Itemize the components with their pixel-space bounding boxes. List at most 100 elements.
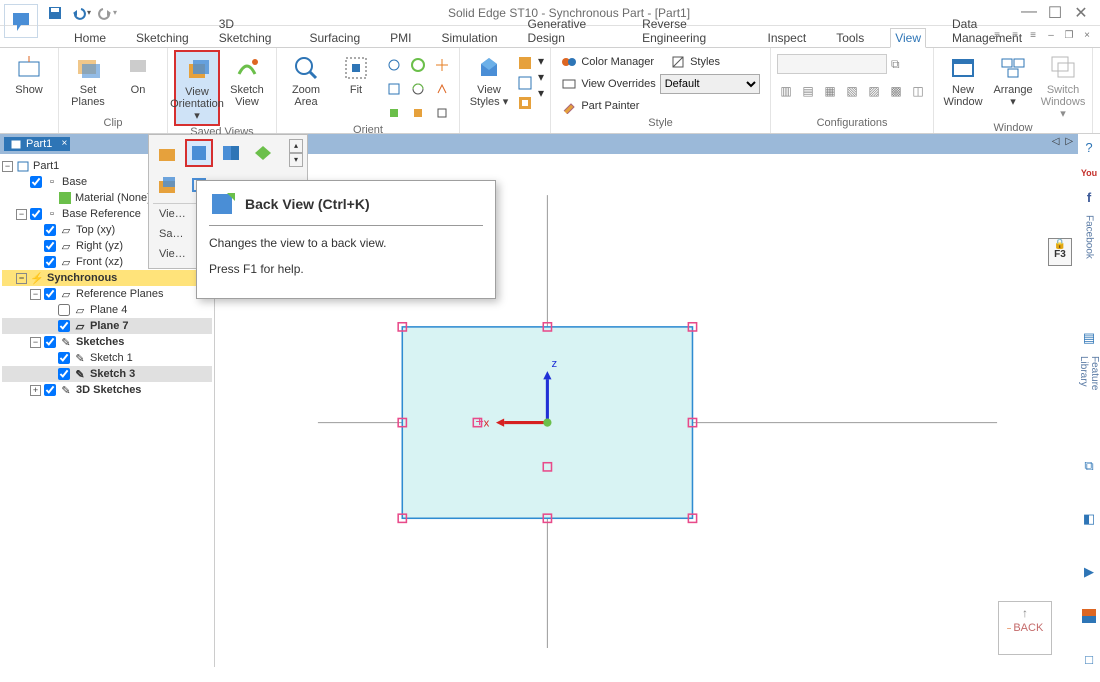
orient-icon[interactable] (431, 54, 453, 76)
tab-reverse[interactable]: Reverse Engineering (638, 15, 741, 47)
expand-icon[interactable]: − (16, 209, 27, 220)
cfg-icon[interactable]: ▦ (821, 82, 839, 100)
tree-check[interactable] (44, 384, 56, 396)
orient-icon[interactable] (383, 78, 405, 100)
mini-icon[interactable]: ≡ (1008, 28, 1022, 42)
rail-icon[interactable] (1080, 608, 1098, 623)
mini-icon[interactable]: ≡ (990, 28, 1004, 42)
rail-icon[interactable]: ◧ (1080, 511, 1098, 527)
config-icon[interactable]: ⧉ (891, 57, 900, 72)
color-manager-button[interactable]: Color Manager (581, 56, 654, 68)
tree-material[interactable]: Material (None) (75, 192, 151, 204)
tree-sketch3[interactable]: Sketch 3 (90, 368, 135, 380)
tree-top[interactable]: Top (xy) (76, 224, 115, 236)
close-button[interactable]: ✕ (1072, 3, 1090, 23)
tab-simulation[interactable]: Simulation (438, 29, 502, 47)
tab-sketching[interactable]: Sketching (132, 29, 193, 47)
tree-check[interactable] (58, 352, 70, 364)
tree-check[interactable] (44, 288, 56, 300)
f3-lock-badge[interactable]: 🔒 F3 (1048, 238, 1072, 266)
gallery-view-icon[interactable] (153, 171, 181, 199)
style-small-icon[interactable]: ▾ (538, 86, 544, 100)
view-styles-button[interactable]: View Styles ▾ (466, 50, 512, 110)
tree-ref-planes[interactable]: Reference Planes (76, 288, 163, 300)
tree-base-ref[interactable]: Base Reference (62, 208, 141, 220)
gallery-view-icon[interactable] (217, 139, 245, 167)
orient-icon[interactable] (431, 78, 453, 100)
tree-front[interactable]: Front (xz) (76, 256, 123, 268)
tab-nav-left[interactable]: ◁ (1052, 136, 1060, 147)
tree-sketches[interactable]: Sketches (76, 336, 124, 348)
tree-check[interactable] (30, 208, 42, 220)
youtube-icon[interactable]: You (1080, 165, 1098, 180)
orient-icon[interactable] (431, 102, 453, 124)
tree-check[interactable] (30, 176, 42, 188)
tree-check[interactable] (44, 224, 56, 236)
style-small-icon[interactable]: ▾ (538, 54, 544, 68)
rail-icon[interactable]: ▶ (1080, 564, 1098, 580)
tab-surfacing[interactable]: Surfacing (305, 29, 364, 47)
config-select[interactable] (777, 54, 887, 74)
view-cube[interactable]: ↑ −BACK (998, 601, 1052, 655)
tree-sync[interactable]: Synchronous (47, 272, 117, 284)
tab-inspect[interactable]: Inspect (763, 29, 810, 47)
mini-min[interactable]: – (1044, 28, 1058, 42)
view-overrides-button[interactable]: View Overrides (581, 78, 655, 90)
tree-plane7[interactable]: Plane 7 (90, 320, 129, 332)
close-tab-icon[interactable]: × (61, 138, 67, 149)
cfg-icon[interactable]: ▥ (777, 82, 795, 100)
expand-icon[interactable]: − (2, 161, 13, 172)
undo-icon[interactable]: ▾ (70, 2, 92, 24)
tree-check[interactable] (58, 304, 70, 316)
cfg-icon[interactable]: ◫ (909, 82, 927, 100)
tree-base[interactable]: Base (62, 176, 87, 188)
tree-3d-sketches[interactable]: 3D Sketches (76, 384, 141, 396)
cfg-icon[interactable]: ▩ (887, 82, 905, 100)
tab-tools[interactable]: Tools (832, 29, 868, 47)
tab-home[interactable]: Home (70, 29, 110, 47)
gallery-view-icon[interactable] (249, 139, 277, 167)
tree-check[interactable] (58, 368, 70, 380)
style-small-icon[interactable]: ▾ (538, 70, 544, 84)
expand-icon[interactable]: − (16, 273, 27, 284)
gallery-view-icon[interactable] (153, 139, 181, 167)
tree-plane4[interactable]: Plane 4 (90, 304, 127, 316)
gallery-spin-down[interactable]: ▾ (289, 153, 303, 167)
expand-icon[interactable]: + (30, 385, 41, 396)
fit-button[interactable]: Fit (333, 50, 379, 98)
default-style-select[interactable]: Default (660, 74, 760, 94)
tree-sketch1[interactable]: Sketch 1 (90, 352, 133, 364)
rail-icon[interactable]: □ (1080, 652, 1098, 667)
tree-check[interactable] (58, 320, 70, 332)
gallery-back-view-icon[interactable] (185, 139, 213, 167)
cfg-icon[interactable]: ▧ (843, 82, 861, 100)
style-small-icon[interactable] (516, 54, 534, 72)
tab-3d-sketching[interactable]: 3D Sketching (215, 15, 284, 47)
tab-generative[interactable]: Generative Design (524, 15, 617, 47)
tree-right[interactable]: Right (yz) (76, 240, 123, 252)
tree-check[interactable] (44, 336, 56, 348)
styles-button[interactable]: Styles (690, 56, 720, 68)
view-orientation-button[interactable]: View Orientation ▾ (174, 50, 220, 126)
mini-restore[interactable]: ❐ (1062, 28, 1076, 42)
arrange-button[interactable]: Arrange ▾ (990, 50, 1036, 110)
orient-icon[interactable] (383, 54, 405, 76)
zoom-area-button[interactable]: Zoom Area (283, 50, 329, 110)
part-painter-button[interactable]: Part Painter (581, 100, 639, 112)
feature-library-icon[interactable]: ▤ (1080, 330, 1098, 346)
app-menu-button[interactable] (4, 4, 38, 38)
tab-pmi[interactable]: PMI (386, 29, 415, 47)
help-icon[interactable]: ? (1080, 140, 1098, 155)
show-button[interactable]: Show (6, 50, 52, 98)
rail-icon[interactable]: ⧉ (1080, 458, 1098, 474)
switch-windows-button[interactable]: Switch Windows ▾ (1040, 50, 1086, 122)
orient-icon[interactable] (407, 102, 429, 124)
set-planes-button[interactable]: Set Planes (65, 50, 111, 110)
clip-on-button[interactable]: On (115, 50, 161, 98)
mini-icon[interactable]: ≡ (1026, 28, 1040, 42)
expand-icon[interactable]: − (30, 289, 41, 300)
mini-close[interactable]: × (1080, 28, 1094, 42)
save-icon[interactable] (44, 2, 66, 24)
orient-icon[interactable] (407, 78, 429, 100)
facebook-icon[interactable]: f (1080, 190, 1098, 205)
